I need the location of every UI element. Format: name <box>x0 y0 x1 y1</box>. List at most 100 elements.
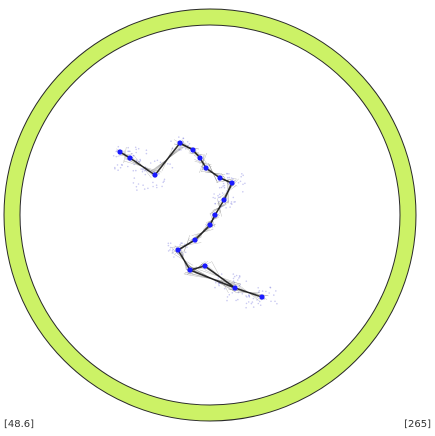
trail-dot <box>233 273 235 275</box>
trail-dot <box>142 184 144 186</box>
trail-dot <box>116 156 118 158</box>
trail-dot <box>156 187 158 189</box>
trail-dot <box>225 207 227 209</box>
joint-marker <box>232 285 237 290</box>
trail-dot <box>229 206 231 208</box>
joint-marker <box>127 155 132 160</box>
joint-marker <box>203 165 208 170</box>
trail-dot <box>221 187 223 189</box>
trail-dot <box>152 186 154 188</box>
trail-dot <box>228 173 230 175</box>
trail-dot <box>253 298 255 300</box>
trail-dot <box>134 177 136 179</box>
trail-dot <box>168 243 170 245</box>
trail-dot <box>233 278 235 280</box>
trail-dot <box>150 162 152 164</box>
trail-dot <box>160 162 162 164</box>
trail-dot <box>145 174 147 176</box>
trail-dot <box>135 147 137 149</box>
trail-dot <box>275 290 277 292</box>
trail-dot <box>187 141 189 143</box>
trail-dot <box>219 194 221 196</box>
trail-dot <box>218 285 220 287</box>
trail-dot <box>156 184 158 186</box>
trail-dot <box>173 256 175 258</box>
trail-dot <box>121 164 123 166</box>
trail-dot <box>218 197 220 199</box>
trail-dot <box>237 299 239 301</box>
trail-dot <box>223 183 225 185</box>
trail-dot <box>270 287 272 289</box>
trail-dot <box>117 169 119 171</box>
trail-dot <box>238 182 240 184</box>
trail-dot <box>213 193 215 195</box>
left-readout: [48.6] <box>4 419 34 430</box>
trail-dot <box>158 173 160 175</box>
trail-dot <box>135 152 137 154</box>
trail-dot <box>133 182 135 184</box>
trail-dot <box>133 170 135 172</box>
trail-dot <box>135 149 137 151</box>
trail-dot <box>268 292 270 294</box>
trail-dot <box>212 197 214 199</box>
trail-dot <box>227 177 229 179</box>
joint-marker <box>190 147 195 152</box>
joint-marker <box>177 140 182 145</box>
trail-dot <box>169 249 171 251</box>
trail-dot <box>146 153 148 155</box>
trail-dot <box>163 180 165 182</box>
trail-dot <box>120 167 122 169</box>
trail-dot <box>229 294 231 296</box>
trail-dot <box>214 203 216 205</box>
trail-dot <box>179 244 181 246</box>
trail-dot <box>224 187 226 189</box>
trail-dot <box>238 277 240 279</box>
trail-dot <box>118 146 120 148</box>
trail-dot <box>231 203 233 205</box>
trail-dot <box>181 242 183 244</box>
right-readout: [265] <box>404 419 431 430</box>
joint-marker <box>187 267 192 272</box>
trail-dot <box>235 300 237 302</box>
trail-dot <box>274 301 276 303</box>
trail-dot <box>168 245 170 247</box>
trail-dot <box>237 279 239 281</box>
trail-dot <box>262 290 264 292</box>
trail-dot <box>246 280 248 282</box>
joint-marker <box>259 294 264 299</box>
trail-dot <box>231 201 233 203</box>
trail-dot <box>154 160 156 162</box>
trail-dot <box>136 189 138 191</box>
trail-dot <box>224 185 226 187</box>
trail-dot <box>239 275 241 277</box>
trail-dot <box>253 306 255 308</box>
trail-dot <box>265 291 267 293</box>
trail-dot <box>172 167 174 169</box>
trail-dot <box>242 293 244 295</box>
trail-dot <box>240 176 242 178</box>
trail-dot <box>276 303 278 305</box>
trail-dot <box>142 171 144 173</box>
trail-dot <box>170 242 172 244</box>
trail-dot <box>127 147 129 149</box>
trail-dot <box>224 288 226 290</box>
trail-dot <box>189 143 191 145</box>
trail-dot <box>185 252 187 254</box>
trail-dot <box>168 250 170 252</box>
trail-dot <box>117 164 119 166</box>
trail-dot <box>127 166 129 168</box>
trail-dot <box>114 168 116 170</box>
trail-dot <box>233 197 235 199</box>
trail-dot <box>227 173 229 175</box>
trail-dot <box>170 247 172 249</box>
trail-dot <box>214 197 216 199</box>
trail-dot <box>152 182 154 184</box>
joint-marker <box>207 222 212 227</box>
trail-dot <box>248 301 250 303</box>
trail-dot <box>260 304 262 306</box>
trail-dot <box>245 307 247 309</box>
trail-dot <box>259 290 261 292</box>
trail-dot <box>252 301 254 303</box>
trail-dot <box>170 140 172 142</box>
